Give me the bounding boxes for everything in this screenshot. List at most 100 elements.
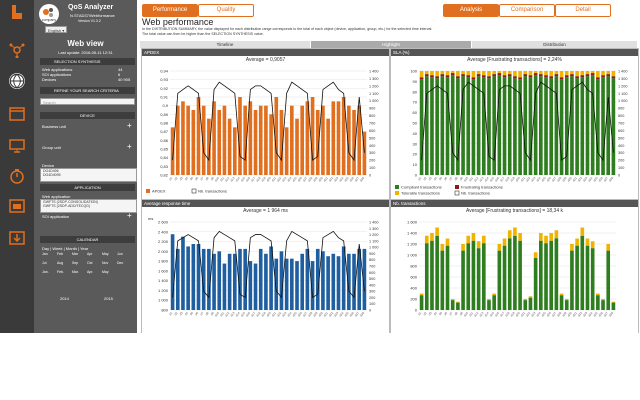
y2-tick-label: 200 — [618, 159, 624, 163]
bar-segment — [585, 245, 590, 310]
x-tick-label: d10 — [463, 311, 469, 318]
bar-segment — [456, 78, 460, 175]
legend-compliant: Compliant transactions — [401, 185, 442, 190]
language-select[interactable]: English ▾ — [45, 26, 67, 33]
x-tick-label: d16 — [494, 176, 500, 183]
bar-segment — [601, 71, 605, 76]
export-icon[interactable] — [9, 230, 25, 246]
x-tick-label: d18 — [255, 311, 261, 318]
y-tick-label: 20 — [413, 152, 418, 157]
bar-segment — [466, 243, 471, 310]
tab-quality[interactable]: Quality — [198, 4, 254, 17]
section-highlight[interactable]: Highlight — [311, 41, 471, 48]
tab-detail[interactable]: Detail — [555, 4, 611, 17]
calendar-month[interactable]: Jan — [42, 252, 48, 256]
bar-segment — [487, 76, 491, 79]
bar-segment — [570, 244, 574, 251]
tab-comparison[interactable]: Comparison — [499, 4, 555, 17]
business-unit-add[interactable]: + — [127, 121, 132, 130]
apdex-chart: APDEX Average = 0,9057 0,94 0,93 0,92 0,91 0… — [141, 48, 390, 200]
calendar-month[interactable]: Feb — [57, 252, 64, 256]
bar — [357, 105, 362, 175]
calendar-month[interactable]: Jul — [42, 261, 47, 265]
web-app-list[interactable]: GWFTS (2SDP-CONSOLIDATION) GWFTS (2SDP-A… — [40, 199, 137, 213]
x-tick-label: d23 — [281, 311, 287, 318]
bar-segment — [476, 76, 481, 175]
bar — [222, 105, 227, 175]
browser-icon[interactable] — [9, 198, 25, 214]
bar — [315, 110, 320, 175]
calendar-month[interactable]: Jun — [117, 252, 123, 256]
calendar-month[interactable]: May — [102, 252, 109, 256]
bar — [352, 110, 356, 175]
calendar-month[interactable]: Aug — [57, 261, 64, 265]
section-distribution[interactable]: Distribution — [472, 41, 637, 48]
bar-segment — [554, 74, 559, 77]
calendar-month[interactable]: Mar. — [72, 270, 79, 274]
x-tick-label: d11 — [219, 176, 225, 182]
calendar-month[interactable]: Jan. — [42, 270, 49, 274]
x-tick-label: d4 — [433, 311, 438, 316]
refine-search-header[interactable]: REFINE YOUR SEARCH CRITERIA — [40, 87, 135, 94]
bar-segment — [435, 76, 439, 79]
y2-tick-label: 1 300 — [618, 77, 628, 81]
device-item[interactable]: DG4D496 — [43, 169, 59, 173]
calendar-tabs[interactable]: Day | Week | Month | Year — [42, 246, 89, 251]
x-tick-label: d6 — [443, 176, 448, 181]
x-tick-label: d37 — [354, 176, 360, 183]
x-tick-label: d26 — [546, 311, 552, 318]
bar-segment — [424, 243, 429, 310]
group-unit-add[interactable]: + — [127, 142, 132, 151]
search-input[interactable]: Search — [40, 98, 135, 105]
x-tick-label: d25 — [540, 311, 546, 318]
web-app-item[interactable]: GWFTS (2SDP-CONSOLIDATION) — [43, 200, 98, 204]
bar-segment — [528, 77, 533, 175]
bar — [191, 244, 196, 310]
section-timeline[interactable]: Timeline — [140, 41, 310, 48]
bar — [326, 256, 330, 310]
bar-segment — [528, 296, 533, 298]
network-icon[interactable] — [9, 42, 25, 58]
bar-segment — [466, 235, 471, 244]
calendar-month[interactable]: Apr. — [87, 270, 94, 274]
window-icon[interactable] — [9, 106, 25, 122]
y-tick-label: 1 600 — [407, 220, 418, 225]
x-tick-label: d4 — [184, 176, 189, 181]
monitor-icon[interactable] — [9, 138, 25, 154]
x-tick-label: d14 — [234, 311, 240, 318]
y2-tick-label: 1 400 — [369, 70, 379, 74]
calendar-month[interactable]: Oct — [87, 261, 93, 265]
calendar-month[interactable]: Sep — [72, 261, 79, 265]
calendar-month[interactable]: Apr — [87, 252, 93, 256]
calendar-month[interactable]: Mar — [72, 252, 79, 256]
device-item[interactable]: DG4D4095 — [43, 173, 61, 177]
stat-soi-value: 6 — [118, 72, 121, 77]
x-tick-label: d34 — [338, 311, 344, 318]
y2-tick-label: 1 200 — [618, 84, 628, 88]
tab-performance[interactable]: Performance — [142, 4, 198, 17]
selection-synthesis-header[interactable]: SELECTION SYNTHESIS — [40, 58, 135, 65]
calendar-month[interactable]: Dec — [117, 261, 124, 265]
calendar-month[interactable]: Feb. — [57, 270, 65, 274]
year-label[interactable]: 2014 — [60, 296, 69, 301]
web-app-item[interactable]: GWFTS (2SDP-ADD/TECQG) — [43, 204, 91, 208]
x-tick-label: d34 — [338, 176, 344, 183]
bar-segment — [471, 77, 476, 80]
calendar-grid[interactable]: Jan Feb Mar Apr May Jun Jul Aug Sep Oct Nov Dec Jan.… — [42, 252, 132, 292]
calendar-month[interactable]: May — [102, 270, 109, 274]
bar-segment — [559, 293, 564, 296]
legend-swatch-tolerable — [395, 191, 399, 195]
globe-icon[interactable] — [8, 72, 26, 90]
y2-tick-label: 1 000 — [369, 99, 379, 103]
stat-web-value: 44 — [118, 67, 123, 72]
year-label[interactable]: 2015 — [104, 296, 113, 301]
tab-analysis[interactable]: Analysis — [443, 4, 499, 17]
bar-segment — [430, 71, 434, 76]
stopwatch-icon[interactable] — [9, 168, 25, 184]
bar-segment — [570, 71, 574, 75]
soi-app-add[interactable]: + — [127, 211, 132, 220]
bar-segment — [559, 71, 564, 78]
calendar-month[interactable]: Nov — [102, 261, 109, 265]
device-list[interactable]: DG4D496 DG4D4095 — [40, 168, 137, 182]
bar-segment — [596, 77, 600, 80]
